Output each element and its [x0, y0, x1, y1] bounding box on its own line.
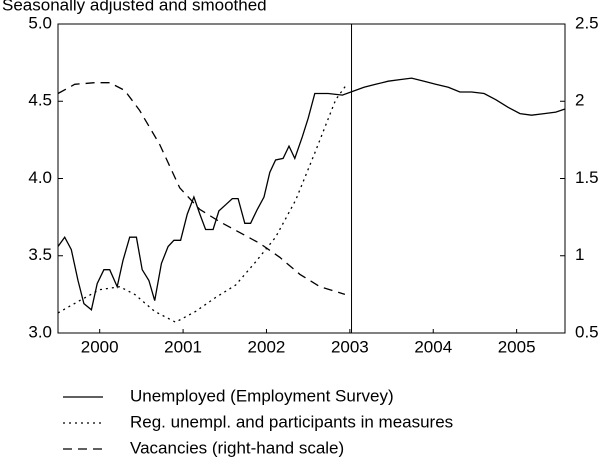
series-line: [57, 85, 347, 323]
x-tick-label: 2005: [498, 337, 536, 356]
y2-tick-label: 1: [575, 245, 584, 264]
legend-label: Reg. unempl. and participants in measure…: [130, 412, 453, 431]
y-tick-label: 5.0: [28, 13, 52, 32]
x-tick-label: 2001: [164, 337, 202, 356]
y2-tick-label: 2.5: [575, 13, 599, 32]
y2-tick-label: 0.5: [575, 322, 599, 341]
x-tick-label: 2000: [81, 337, 119, 356]
x-tick-label: 2004: [414, 337, 452, 356]
y-tick-label: 4.0: [28, 168, 52, 187]
y-tick-label: 3.0: [28, 322, 52, 341]
legend-label: Vacancies (right-hand scale): [130, 438, 344, 457]
x-tick-label: 2003: [331, 337, 369, 356]
x-tick-label: 2002: [248, 337, 286, 356]
series-line: [57, 82, 346, 296]
legend-label: Unemployed (Employment Survey): [130, 386, 394, 405]
chart-subtitle: Seasonally adjusted and smoothed: [2, 0, 267, 14]
y-tick-label: 3.5: [28, 245, 52, 264]
plot-frame: [57, 23, 566, 334]
y-tick-label: 4.5: [28, 91, 52, 110]
y2-tick-label: 1.5: [575, 168, 599, 187]
series-line: [57, 77, 566, 311]
y2-tick-label: 2: [575, 91, 584, 110]
